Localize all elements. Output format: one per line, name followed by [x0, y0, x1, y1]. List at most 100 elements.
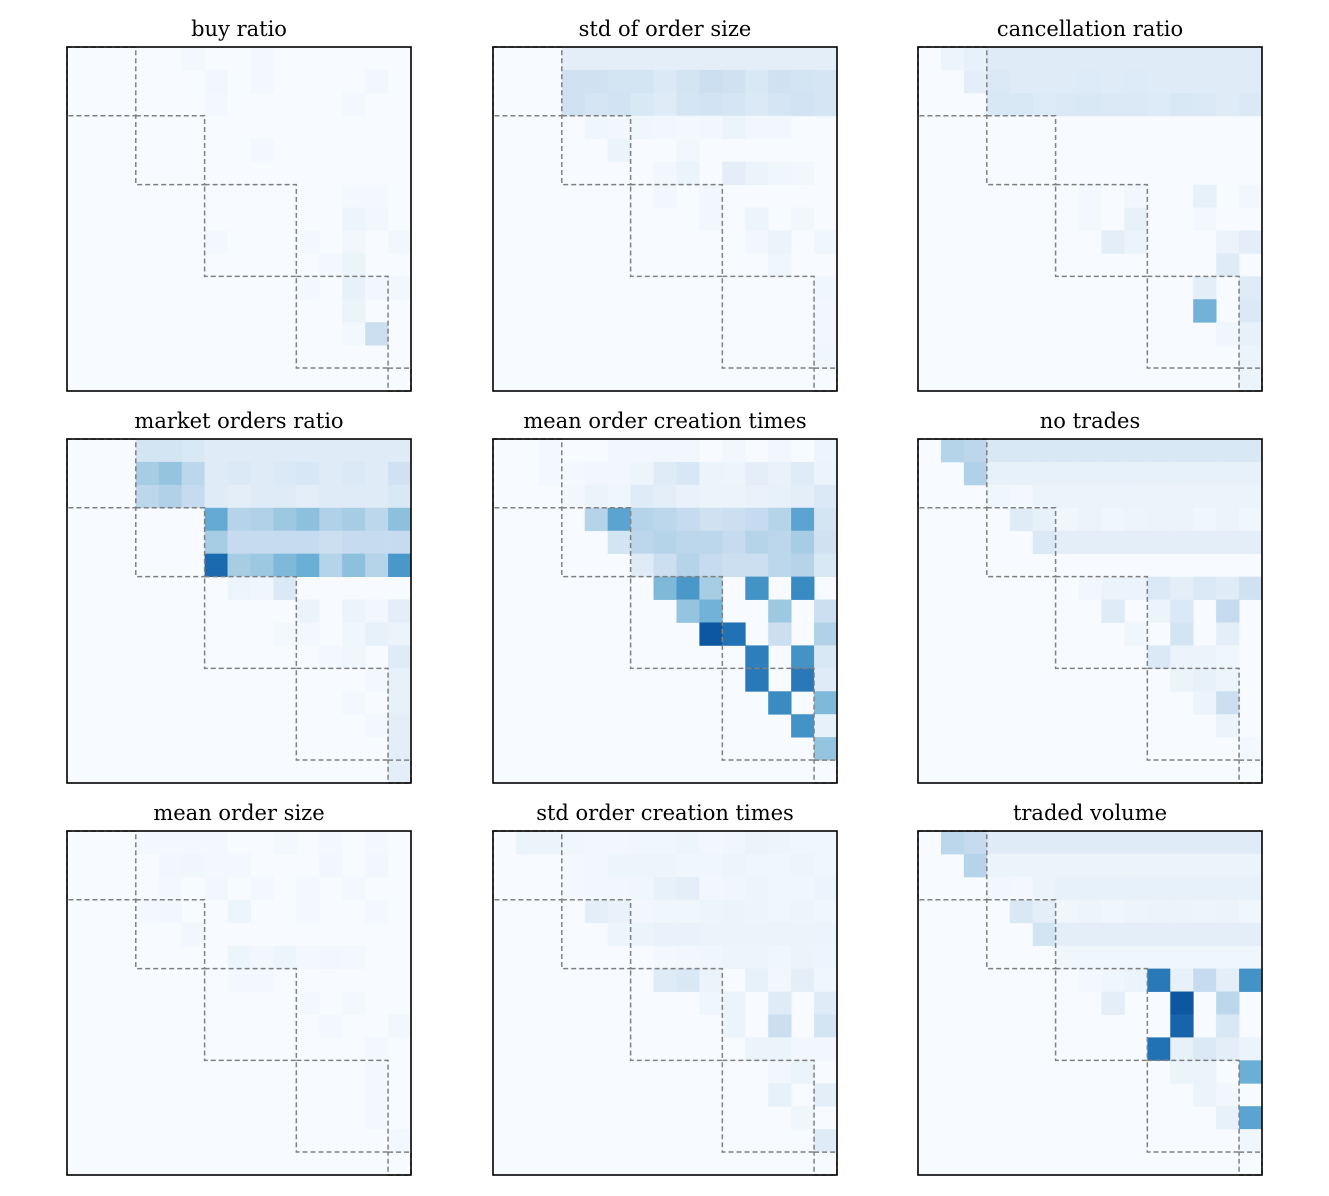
- heatmap-cell: [1193, 530, 1217, 555]
- heatmap-cell: [745, 507, 769, 532]
- heatmap-cell: [1032, 922, 1056, 947]
- heatmap-cell: [630, 876, 654, 901]
- heatmap-cell: [1216, 714, 1240, 738]
- heatmap-cell: [1147, 831, 1171, 855]
- heatmap-cell: [986, 92, 1011, 117]
- heatmap-cell: [181, 47, 205, 71]
- heatmap-cell: [768, 622, 792, 646]
- heatmap-cell: [699, 945, 723, 969]
- heatmap-cell: [342, 92, 366, 117]
- heatmap-cell: [1147, 876, 1171, 901]
- heatmap-cell: [814, 599, 838, 623]
- heatmap-cell: [204, 530, 228, 555]
- heatmap-cell: [1078, 484, 1102, 509]
- heatmap-cell: [1239, 737, 1263, 761]
- heatmap-cell: [365, 439, 389, 463]
- panel-frame: [492, 438, 838, 784]
- heatmap-cell: [1193, 507, 1217, 532]
- panel-frame: [66, 438, 412, 784]
- heatmap-cell: [607, 530, 631, 555]
- heatmap-cell: [986, 69, 1011, 94]
- heatmap-cell: [791, 553, 815, 577]
- heatmap-cell: [791, 831, 815, 855]
- heatmap-cell: [365, 853, 389, 878]
- heatmap-cell: [584, 507, 609, 532]
- heatmap-cell: [630, 115, 654, 140]
- heatmap-cell: [250, 69, 274, 94]
- heatmap-cell: [1147, 69, 1171, 94]
- heatmap-cell: [365, 622, 389, 646]
- heatmap-cell: [273, 945, 297, 969]
- heatmap-cell: [768, 230, 792, 254]
- heatmap-cell: [722, 853, 746, 878]
- heatmap-cell: [1032, 899, 1056, 924]
- heatmap-cell: [768, 1060, 792, 1084]
- heatmap-cell: [745, 831, 769, 855]
- heatmap-cell: [745, 69, 769, 94]
- heatmap-panel-mean-order-creation-times: mean order creation times: [492, 409, 838, 784]
- heatmap-cell: [699, 69, 723, 94]
- heatmap-cell: [791, 945, 815, 969]
- heatmap-cell: [561, 484, 586, 509]
- heatmap-cell: [1216, 576, 1240, 600]
- heatmap-cell: [1032, 507, 1056, 532]
- heatmap-cell: [1009, 439, 1034, 463]
- heatmap-cell: [1239, 1060, 1263, 1084]
- cluster-boundary: [1146, 667, 1240, 761]
- heatmap-cell: [204, 853, 228, 878]
- heatmap-cell: [342, 299, 366, 323]
- heatmap-cell: [342, 230, 366, 254]
- heatmap-cell: [1170, 668, 1194, 692]
- heatmap-cell: [1147, 645, 1171, 669]
- panel-title: std of order size: [579, 17, 752, 41]
- heatmap-cell: [1170, 831, 1194, 855]
- heatmap-cell: [1101, 461, 1125, 486]
- heatmap-cell: [745, 576, 769, 600]
- heatmap-cell: [745, 899, 769, 924]
- heatmap-cell: [653, 69, 677, 94]
- heatmap-cell: [768, 691, 792, 715]
- heatmap-cell: [296, 461, 320, 486]
- heatmap-cell: [699, 115, 723, 140]
- heatmap-cell: [653, 553, 677, 577]
- heatmap-cell: [1239, 945, 1263, 969]
- heatmap-cell: [699, 507, 723, 532]
- heatmap-cell: [181, 853, 205, 878]
- heatmap-cell: [1193, 439, 1217, 463]
- heatmap-cell: [342, 461, 366, 486]
- heatmap-cell: [342, 184, 366, 208]
- heatmap-cell: [1239, 484, 1263, 509]
- heatmap-cell: [227, 439, 251, 463]
- heatmap-cell: [204, 876, 228, 901]
- heatmap-cell: [699, 484, 723, 509]
- heatmap-cell: [1216, 853, 1240, 878]
- heatmap-cell: [227, 899, 251, 924]
- heatmap-cell: [722, 922, 746, 947]
- heatmap-cell: [768, 530, 792, 555]
- panel-title: no trades: [1040, 409, 1141, 433]
- heatmap-cell: [699, 47, 723, 71]
- heatmap-cell: [986, 47, 1011, 71]
- heatmap-cell: [250, 507, 274, 532]
- panel-title: mean order size: [153, 801, 324, 825]
- heatmap-cell: [676, 47, 700, 71]
- heatmap-cell: [699, 922, 723, 947]
- heatmap-cell: [1239, 899, 1263, 924]
- heatmap-cell: [653, 115, 677, 140]
- heatmap-cell: [1101, 92, 1125, 117]
- heatmap-cell: [1170, 461, 1194, 486]
- heatmap-cell: [584, 69, 609, 94]
- heatmap-cell: [1078, 968, 1102, 992]
- heatmap-cell: [1239, 507, 1263, 532]
- heatmap-cell: [1170, 876, 1194, 901]
- heatmap-cell: [273, 530, 297, 555]
- heatmap-cell: [607, 876, 631, 901]
- heatmap-cell: [1032, 47, 1056, 71]
- heatmap-cell: [722, 92, 746, 117]
- heatmap-cell: [342, 484, 366, 509]
- heatmap-cell: [699, 553, 723, 577]
- heatmap-cell: [1239, 576, 1263, 600]
- heatmap-cell: [1032, 853, 1056, 878]
- heatmap-cell: [1216, 1037, 1240, 1061]
- heatmap-cell: [699, 899, 723, 924]
